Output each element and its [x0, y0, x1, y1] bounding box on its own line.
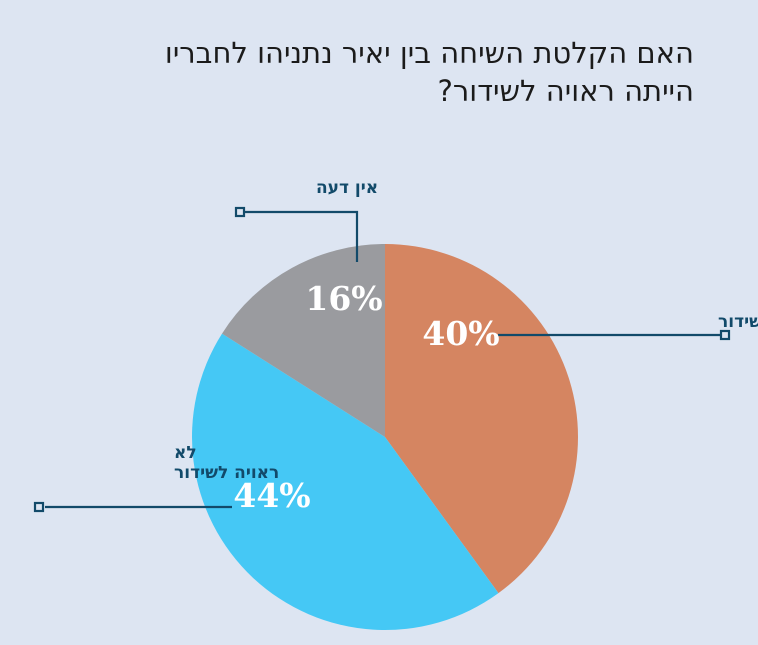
callout-lines: [33, 206, 731, 513]
label-not-suitable-line-2: ראויה לשידור: [174, 463, 279, 483]
callout-marker-undecided: [234, 206, 246, 218]
slice-undecided: [222, 244, 385, 437]
label-suitable: ראויה לשידור: [718, 312, 758, 332]
callout-marker-suitable: [719, 329, 731, 341]
label-undecided: אין דעה: [316, 178, 378, 198]
chart-title-line-1: האם הקלטת השיחה בין יאיר נתניהו לחבריו: [164, 36, 694, 70]
slice-not-suitable: [191, 333, 499, 630]
pie-slices: [191, 244, 578, 630]
percent-label-undecided: 16%: [305, 279, 382, 318]
callout-line-undecided: [245, 210, 359, 262]
label-not-suitable-line-1: לא: [174, 443, 197, 463]
slice-suitable: [385, 244, 578, 594]
chart-title: האם הקלטת השיחה בין יאיר נתניהו לחבריו ה…: [54, 34, 694, 110]
percent-label-not-suitable: 44%: [233, 476, 310, 515]
callout-marker-not-suitable: [33, 501, 45, 513]
percent-label-suitable: 40%: [422, 314, 499, 353]
chart-title-line-2: הייתה ראויה לשידור?: [437, 74, 694, 108]
